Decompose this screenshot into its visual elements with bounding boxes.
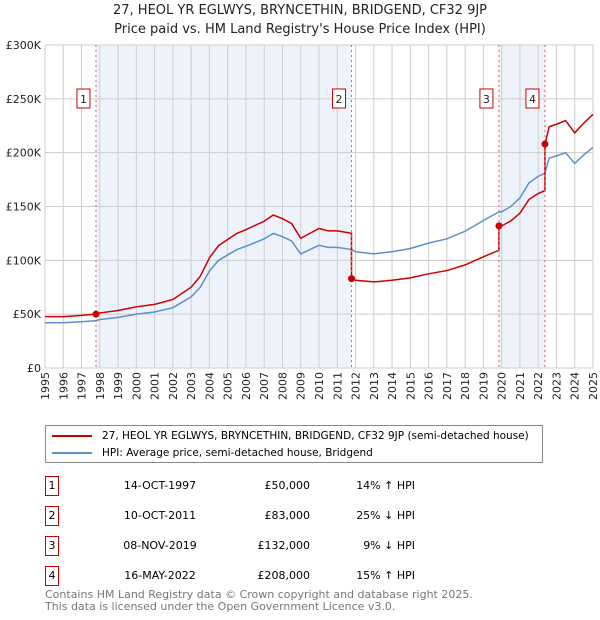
x-tick-label: 2014 (386, 372, 399, 400)
legend-property-swatch (52, 435, 92, 437)
x-tick-label: 2018 (459, 372, 472, 400)
sale-label: 1 (80, 93, 87, 106)
price-chart: 1995 1996 1997 1998 1999 2000 2001 2002 2003 2004… (6, 39, 600, 400)
x-tick-label: 2024 (569, 372, 582, 400)
sale-number: 4 (45, 566, 59, 586)
sale-date: 10-OCT-2011 (123, 509, 197, 522)
sale-hpi-diff: 25% ↓ HPI (356, 509, 415, 522)
x-tick-label: 1998 (94, 372, 107, 400)
x-tick-label: 2009 (295, 372, 308, 400)
x-tick-label: 2023 (550, 372, 563, 400)
chart-title: 27, HEOL YR EGLWYS, BRYNCETHIN, BRIDGEND… (112, 3, 488, 18)
x-tick-label: 2020 (496, 372, 509, 400)
sale-row: 1 14-OCT-1997 £50,000 14% ↑ HPI (45, 476, 445, 496)
sale-label: 3 (483, 93, 490, 106)
x-tick-label: 2017 (441, 372, 454, 400)
x-tick-label: 1999 (112, 372, 125, 400)
sale-hpi-diff: 15% ↑ HPI (356, 569, 415, 582)
x-tick-label: 1997 (76, 372, 89, 400)
sale-label: 2 (336, 93, 343, 106)
sale-row: 3 08-NOV-2019 £132,000 9% ↓ HPI (45, 536, 445, 556)
y-tick-label: £50K (13, 308, 42, 321)
x-tick-label: 2022 (532, 372, 545, 400)
y-tick-label: £250K (6, 93, 42, 106)
x-tick-label: 1995 (39, 372, 52, 400)
sale-number: 2 (45, 506, 59, 526)
sale-point (495, 222, 503, 230)
legend-hpi-label: HPI: Average price, semi-detached house,… (102, 447, 373, 459)
sale-point (541, 140, 549, 148)
x-tick-label: 2013 (368, 372, 381, 400)
sale-hpi-diff: 9% ↓ HPI (363, 539, 415, 552)
y-tick-label: £0 (27, 362, 41, 375)
sale-hpi-diff: 14% ↑ HPI (356, 479, 415, 492)
y-tick-label: £150K (6, 201, 42, 214)
x-tick-label: 2012 (350, 372, 363, 400)
sale-label-box (332, 88, 347, 109)
hpi-line (45, 146, 594, 324)
sale-point (348, 275, 356, 283)
x-tick-label: 2001 (149, 372, 162, 400)
x-tick-label: 2016 (423, 372, 436, 400)
sale-date: 14-OCT-1997 (123, 479, 197, 492)
footer: Contains HM Land Registry data © Crown c… (45, 589, 473, 613)
x-tick-label: 2003 (185, 372, 198, 400)
legend-hpi-swatch (52, 452, 92, 454)
sale-price: £83,000 (264, 509, 311, 522)
x-tick-label: 2006 (240, 372, 253, 400)
sale-label: 4 (529, 93, 536, 106)
sale-price: £208,000 (257, 569, 311, 582)
y-tick-label: £300K (6, 39, 42, 52)
footer-line-2: This data is licensed under the Open Gov… (45, 600, 396, 613)
x-tick-label: 1996 (57, 372, 70, 400)
sale-label-box (479, 88, 494, 109)
sale-point (92, 310, 100, 318)
x-tick-label: 2007 (258, 372, 271, 400)
x-tick-label: 2005 (222, 372, 235, 400)
chart-subtitle: Price paid vs. HM Land Registry's House … (114, 22, 486, 37)
sale-date: 08-NOV-2019 (123, 539, 197, 552)
x-tick-label: 2004 (203, 372, 216, 400)
sale-price: £50,000 (264, 479, 311, 492)
sale-number: 3 (45, 536, 59, 556)
sale-label-box (525, 88, 540, 109)
sale-number: 1 (45, 476, 59, 496)
sale-date: 16-MAY-2022 (124, 569, 196, 582)
x-tick-label: 2025 (587, 372, 600, 400)
sale-row: 4 16-MAY-2022 £208,000 15% ↑ HPI (45, 566, 445, 586)
x-tick-label: 2002 (167, 372, 180, 400)
x-tick-label: 2015 (404, 372, 417, 400)
footer-line-1: Contains HM Land Registry data © Crown c… (45, 588, 473, 601)
y-tick-label: £200K (6, 147, 42, 160)
y-tick-label: £100K (6, 254, 42, 267)
x-tick-label: 2008 (276, 372, 289, 400)
x-tick-label: 2011 (331, 372, 344, 400)
property-price-line (45, 113, 594, 318)
sale-price: £132,000 (257, 539, 311, 552)
x-tick-label: 2019 (477, 372, 490, 400)
sale-row: 2 10-OCT-2011 £83,000 25% ↓ HPI (45, 506, 445, 526)
x-tick-label: 2010 (313, 372, 326, 400)
sale-label-box (76, 88, 91, 109)
x-tick-label: 2021 (514, 372, 527, 400)
legend-property-label: 27, HEOL YR EGLWYS, BRYNCETHIN, BRIDGEND… (102, 430, 529, 442)
x-tick-label: 2000 (130, 372, 143, 400)
legend: 27, HEOL YR EGLWYS, BRYNCETHIN, BRIDGEND… (45, 425, 543, 463)
